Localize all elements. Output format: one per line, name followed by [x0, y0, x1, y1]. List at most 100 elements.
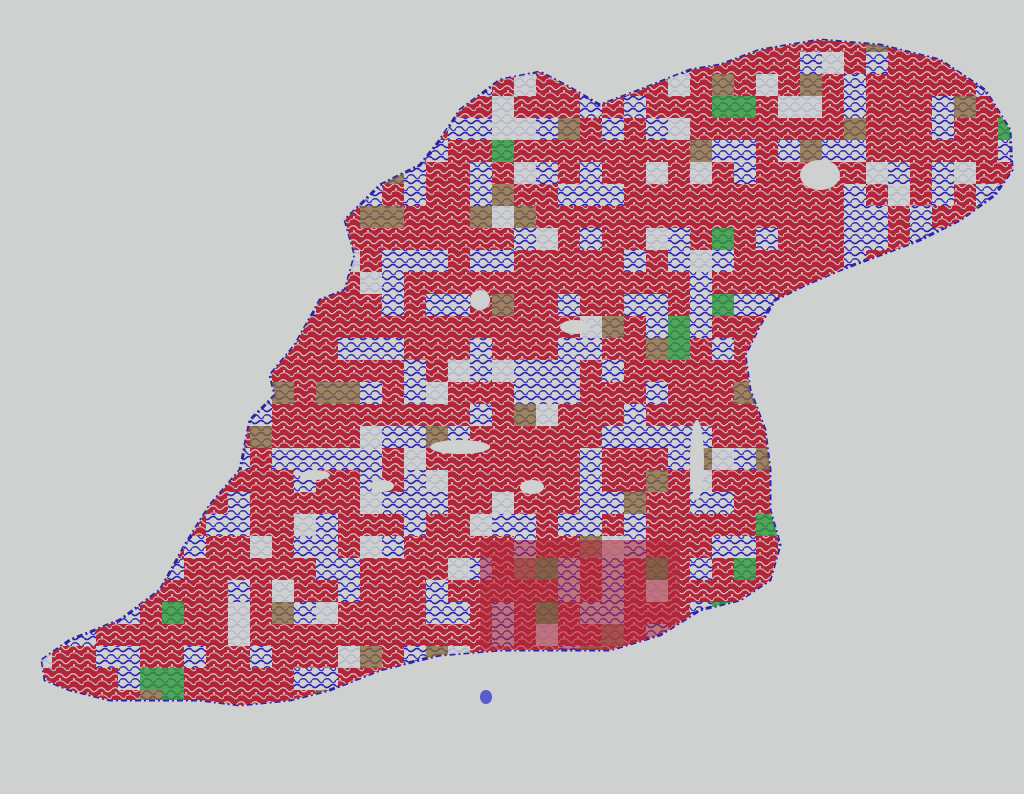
tissue-lumen [370, 480, 394, 492]
segmentation-patch [426, 404, 448, 426]
segmentation-patch [228, 228, 250, 250]
segmentation-patch [206, 426, 228, 448]
segmentation-patch [778, 96, 800, 118]
segmentation-patch [712, 624, 734, 646]
segmentation-patch [382, 360, 404, 382]
segmentation-patch [272, 470, 294, 492]
segmentation-patch [184, 514, 206, 536]
segmentation-patch [910, 426, 932, 448]
segmentation-patch [910, 404, 932, 426]
segmentation-patch [184, 470, 206, 492]
segmentation-patch [976, 470, 998, 492]
segmentation-patch [998, 602, 1012, 624]
segmentation-patch [42, 228, 52, 250]
segmentation-patch [228, 536, 250, 558]
segmentation-patch [426, 228, 448, 250]
segmentation-patch [976, 228, 998, 250]
segmentation-patch [712, 316, 734, 338]
segmentation-patch [778, 382, 800, 404]
segmentation-patch [316, 492, 338, 514]
segmentation-patch [118, 536, 140, 558]
segmentation-patch [866, 492, 888, 514]
segmentation-patch [206, 404, 228, 426]
segmentation-patch [42, 426, 52, 448]
segmentation-patch [624, 338, 646, 360]
segmentation-patch [668, 96, 690, 118]
segmentation-patch [492, 470, 514, 492]
segmentation-patch [272, 426, 294, 448]
segmentation-patch [250, 712, 272, 734]
segmentation-patch [756, 536, 778, 558]
segmentation-patch [690, 668, 712, 690]
segmentation-patch [536, 250, 558, 272]
segmentation-patch [998, 536, 1012, 558]
segmentation-patch [360, 360, 382, 382]
segmentation-patch [756, 426, 778, 448]
segmentation-patch [162, 580, 184, 602]
segmentation-patch [382, 602, 404, 624]
segmentation-patch [206, 272, 228, 294]
segmentation-patch [800, 536, 822, 558]
segmentation-patch [272, 624, 294, 646]
segmentation-patch [118, 74, 140, 96]
segmentation-patch [822, 52, 844, 74]
segmentation-patch [96, 448, 118, 470]
segmentation-patch [998, 404, 1012, 426]
segmentation-patch [646, 96, 668, 118]
segmentation-patch [954, 294, 976, 316]
segmentation-patch [514, 162, 536, 184]
segmentation-patch [976, 40, 998, 52]
segmentation-patch [52, 206, 74, 228]
segmentation-patch [250, 514, 272, 536]
segmentation-patch [96, 140, 118, 162]
segmentation-patch [294, 228, 316, 250]
segmentation-patch [778, 514, 800, 536]
segmentation-patch [712, 514, 734, 536]
segmentation-patch [492, 448, 514, 470]
segmentation-patch [42, 514, 52, 536]
segmentation-patch [294, 338, 316, 360]
segmentation-patch [734, 646, 756, 668]
segmentation-patch [998, 690, 1012, 705]
segmentation-patch [558, 228, 580, 250]
segmentation-patch [646, 448, 668, 470]
segmentation-patch [74, 580, 96, 602]
segmentation-patch [184, 404, 206, 426]
segmentation-patch [558, 52, 580, 74]
segmentation-patch [734, 602, 756, 624]
segmentation-patch [360, 492, 382, 514]
segmentation-patch [536, 206, 558, 228]
segmentation-patch [668, 272, 690, 294]
segmentation-patch [866, 448, 888, 470]
segmentation-patch [448, 272, 470, 294]
segmentation-patch [316, 646, 338, 668]
segmentation-patch [668, 646, 690, 668]
segmentation-patch [756, 118, 778, 140]
segmentation-patch [316, 228, 338, 250]
segmentation-patch [52, 470, 74, 492]
segmentation-patch [42, 646, 52, 668]
segmentation-patch [998, 558, 1012, 580]
segmentation-patch [42, 184, 52, 206]
segmentation-patch [228, 96, 250, 118]
segmentation-patch [316, 184, 338, 206]
segmentation-patch [536, 404, 558, 426]
segmentation-patch [74, 426, 96, 448]
segmentation-patch [272, 536, 294, 558]
segmentation-patch [250, 118, 272, 140]
segmentation-patch [404, 602, 426, 624]
segmentation-patch [52, 74, 74, 96]
segmentation-patch [338, 426, 360, 448]
segmentation-patch [206, 668, 228, 690]
segmentation-patch [866, 316, 888, 338]
segmentation-patch [932, 140, 954, 162]
segmentation-patch [932, 580, 954, 602]
segmentation-patch [514, 426, 536, 448]
segmentation-patch [734, 470, 756, 492]
segmentation-patch [338, 40, 360, 52]
segmentation-patch [52, 668, 74, 690]
segmentation-patch [316, 602, 338, 624]
segmentation-patch [118, 448, 140, 470]
